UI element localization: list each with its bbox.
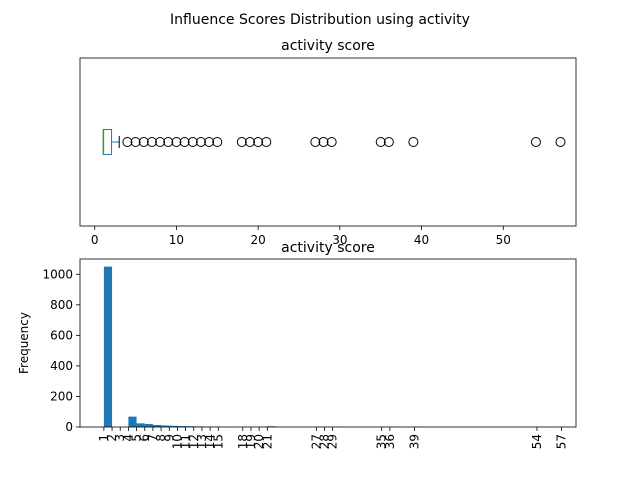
boxplot-x-tick-label: 0: [91, 233, 99, 247]
histogram-frame: [79, 258, 577, 428]
boxplot-outlier: [318, 137, 329, 147]
histogram-x-tick-label: 29: [326, 434, 340, 449]
boxplot-outlier: [138, 137, 149, 147]
histogram-bar: [177, 426, 186, 427]
histogram-x-tick-label: 19: [244, 434, 258, 449]
boxplot-outlier: [326, 137, 337, 147]
histogram-x-tick-label: 35: [375, 434, 389, 449]
histogram-x-tick-label: 10: [170, 434, 184, 449]
histogram-title: activity score: [281, 240, 375, 256]
histogram-x-tick-label: 57: [554, 434, 568, 449]
boxplot-outlier: [163, 137, 174, 147]
boxplot-outlier: [261, 137, 272, 147]
boxplot-outlier: [204, 137, 215, 147]
boxplot-outlier: [375, 137, 386, 147]
boxplot-outlier: [146, 137, 157, 147]
histogram-x-tick-label: 8: [154, 434, 168, 442]
boxplot-outlier: [383, 137, 394, 147]
histogram-bar: [169, 425, 178, 427]
boxplot-x-tick-label: 40: [414, 233, 429, 247]
histogram-bar: [152, 425, 162, 427]
histogram-x-tick-label: 13: [195, 434, 209, 449]
histogram-x-tick-label: 14: [203, 434, 217, 449]
histogram-x-tick-label: 27: [309, 434, 323, 449]
histogram-bar: [161, 425, 170, 427]
histogram-x-tick-label: 12: [187, 434, 201, 449]
histogram-y-tick-label: 200: [50, 389, 73, 403]
histogram-x-tick-label: 5: [130, 434, 144, 442]
boxplot-frame: [79, 57, 577, 227]
histogram-axes: activity score Frequency 123456789101112…: [17, 240, 577, 449]
histogram-ylabel: Frequency: [17, 312, 31, 374]
boxplot-outlier: [130, 137, 141, 147]
histogram-x-tick-label: 21: [260, 434, 274, 449]
histogram-x-tick-label: 6: [138, 434, 152, 442]
boxplot-outlier: [253, 137, 264, 147]
boxplot-outlier: [171, 137, 182, 147]
histogram-bar: [144, 423, 153, 427]
histogram-x-tick-label: 18: [236, 434, 250, 449]
histogram-x-tick-label: 39: [407, 434, 421, 449]
histogram-x-tick-label: 1: [97, 434, 111, 442]
boxplot-x-tick-label: 10: [169, 233, 184, 247]
histogram-x-tick-label: 36: [383, 434, 397, 449]
histogram-x-tick-label: 4: [121, 434, 135, 442]
histogram-x-tick-label: 20: [252, 434, 266, 449]
boxplot-outlier: [187, 137, 198, 147]
histogram-x-tick-label: 54: [530, 434, 544, 449]
boxplot-outlier: [244, 137, 255, 147]
boxplot-title: activity score: [281, 38, 375, 54]
boxplot-outlier: [179, 137, 190, 147]
histogram-bar: [128, 416, 137, 427]
histogram-x-tick-label: 7: [146, 434, 160, 442]
boxplot-axes: activity score 0 10 20 30 40 50: [79, 38, 577, 247]
histogram-x-tick-label: 3: [113, 434, 127, 442]
histogram-bar: [136, 423, 145, 427]
boxplot-x-tick-label: 50: [496, 233, 511, 247]
histogram-y-tick-label: 800: [50, 298, 73, 312]
boxplot-outlier: [195, 137, 206, 147]
figure-suptitle: Influence Scores Distribution using acti…: [170, 12, 470, 28]
boxplot-x-tick-label: 20: [250, 233, 265, 247]
histogram-y-tick-label: 400: [50, 359, 73, 373]
boxplot-x-tick-label: 30: [332, 233, 347, 247]
histogram-y-tick-label: 1000: [42, 267, 73, 281]
histogram-x-tick-label: 2: [105, 434, 119, 442]
boxplot-box: [102, 129, 113, 155]
boxplot-outlier: [212, 137, 223, 147]
boxplot-outlier: [310, 137, 321, 147]
boxplot-outlier: [236, 137, 247, 147]
histogram-x-tick-label: 11: [179, 434, 193, 449]
histogram-x-tick-label: 28: [318, 434, 332, 449]
histogram-y-tick-label: 600: [50, 328, 73, 342]
boxplot-outlier: [408, 137, 419, 147]
histogram-x-tick-label: 9: [162, 434, 176, 442]
boxplot-outlier: [555, 137, 566, 147]
histogram-x-tick-label: 15: [211, 434, 225, 449]
boxplot-outlier: [530, 137, 541, 147]
boxplot-outlier: [122, 137, 133, 147]
boxplot-outlier: [155, 137, 166, 147]
histogram-bar: [103, 266, 113, 427]
histogram-y-tick-label: 0: [65, 420, 73, 434]
